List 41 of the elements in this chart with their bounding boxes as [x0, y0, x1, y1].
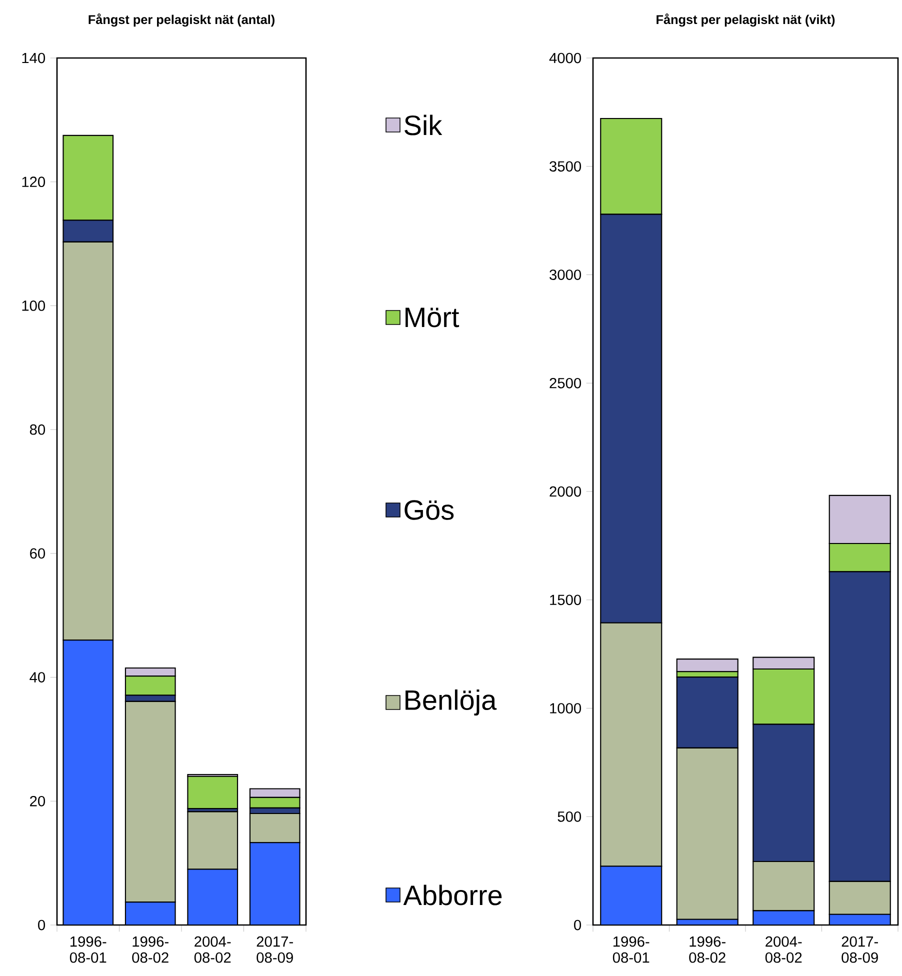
- y-tick-label: 60: [30, 548, 46, 559]
- x-tick-label: 1996-08-02: [689, 936, 726, 963]
- bar: [187, 776, 238, 810]
- y-tick-label: 100: [22, 300, 46, 311]
- x-tick-label: 2017-08-09: [842, 936, 878, 963]
- x-tick-label: 2017-08-09: [256, 936, 293, 963]
- x-tick-label: 1996-08-01: [70, 936, 106, 963]
- y-tick-label: 1000: [550, 703, 582, 714]
- y-tick-label: 140: [22, 52, 46, 64]
- x-tick-label: 2004-08-02: [765, 936, 802, 963]
- y-tick-label: 3500: [550, 161, 582, 172]
- y-tick-label: 2000: [550, 486, 582, 497]
- y-tick-label: 40: [30, 672, 46, 682]
- y-tick-label: 80: [30, 424, 46, 435]
- y-tick-label: 0: [38, 920, 46, 930]
- x-tick-label: 2004-08-02: [194, 936, 231, 963]
- bar: [600, 866, 662, 925]
- bar: [188, 869, 238, 925]
- bar: [753, 910, 814, 925]
- legend-label: Mört: [406, 308, 460, 328]
- legend-label: Abborre: [403, 884, 502, 906]
- chart-title: Fångst per pelagiskt nät (vikt): [656, 14, 835, 27]
- bar: [249, 842, 300, 925]
- chart-title: Fångst per pelagiskt nät (antal): [88, 14, 274, 27]
- y-tick-label: 4000: [549, 52, 582, 64]
- y-tick-label: 120: [22, 176, 46, 188]
- legend-label: Benlöja: [406, 689, 497, 716]
- bar: [125, 902, 176, 925]
- x-tick-label: 1996-08-01: [612, 936, 650, 963]
- y-tick-label: 0: [574, 920, 582, 930]
- bar: [676, 658, 738, 672]
- y-tick-label: 500: [558, 811, 582, 822]
- y-tick-label: 20: [30, 796, 46, 806]
- bar: [187, 811, 238, 870]
- x-tick-label: 1996-08-02: [132, 936, 168, 963]
- y-tick-label: 2500: [550, 378, 582, 388]
- y-tick-label: 1500: [550, 594, 582, 606]
- bar: [63, 640, 114, 925]
- y-tick-label: 3000: [550, 270, 582, 280]
- legend-label: Sik: [404, 114, 442, 136]
- legend-label: Gös: [404, 500, 454, 520]
